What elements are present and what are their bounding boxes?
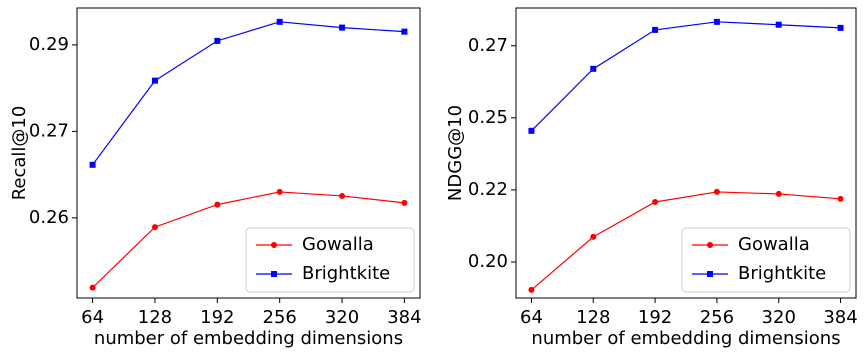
y-tick-label: 0.27: [468, 35, 508, 56]
data-point: [276, 188, 283, 195]
x-axis-label: number of embedding dimensions: [94, 328, 403, 349]
legend: Gowalla Brightkite: [245, 227, 415, 293]
y-axis-label: NDGG@10: [445, 105, 466, 201]
x-tick-label: 64: [81, 307, 104, 328]
x-tick-label: 320: [325, 307, 359, 328]
y-axis-label: Recall@10: [9, 106, 30, 201]
legend-label: Gowalla: [302, 234, 374, 255]
legend-label: Gowalla: [738, 234, 810, 255]
plot-frame: [515, 7, 857, 299]
x-tick-label: 256: [700, 307, 734, 328]
data-point: [89, 161, 96, 168]
x-tick-label: 64: [520, 307, 543, 328]
x-tick-label: 128: [576, 307, 610, 328]
data-point: [151, 224, 158, 231]
data-point: [652, 199, 659, 206]
data-point: [401, 28, 408, 35]
data-point: [276, 18, 283, 25]
series-line: [92, 21, 405, 166]
data-point: [339, 192, 346, 199]
x-tick-label: 128: [138, 307, 172, 328]
data-point: [401, 199, 408, 206]
data-point: [775, 21, 782, 28]
series-line: [531, 191, 841, 291]
legend-marker: [707, 271, 713, 277]
data-point: [837, 24, 844, 31]
data-point: [590, 65, 597, 72]
y-tick-label: 0.27: [29, 120, 69, 141]
data-point: [339, 24, 346, 31]
x-tick-label: 192: [200, 307, 234, 328]
x-tick-label: 192: [638, 307, 672, 328]
legend-label: Brightkite: [738, 263, 826, 284]
data-point: [214, 37, 221, 44]
data-point: [528, 286, 535, 293]
series-line: [92, 191, 405, 289]
x-tick-label: 384: [823, 307, 857, 328]
x-tick-label: 256: [263, 307, 297, 328]
y-tick-label: 0.20: [468, 251, 508, 272]
x-tick-label: 384: [387, 307, 421, 328]
data-point: [713, 18, 720, 25]
x-axis-label: number of embedding dimensions: [531, 328, 840, 349]
data-point: [652, 26, 659, 33]
legend-marker: [271, 271, 277, 277]
y-tick-label: 0.29: [29, 34, 69, 55]
data-point: [590, 233, 597, 240]
legend-box: [245, 227, 415, 293]
legend-label: Brightkite: [302, 263, 390, 284]
legend-marker: [707, 242, 713, 248]
data-point: [775, 190, 782, 197]
legend: Gowalla Brightkite: [681, 227, 851, 293]
data-point: [214, 201, 221, 208]
data-point: [151, 77, 158, 84]
series-line: [531, 21, 841, 132]
data-point: [713, 188, 720, 195]
x-tick-label: 320: [762, 307, 796, 328]
y-tick-label: 0.25: [468, 107, 508, 128]
y-tick-label: 0.26: [29, 207, 69, 228]
data-point: [837, 195, 844, 202]
plot-frame: [76, 7, 421, 299]
y-tick-label: 0.22: [468, 179, 508, 200]
legend-box: [681, 227, 851, 293]
data-point: [528, 127, 535, 134]
data-point: [89, 284, 96, 291]
legend-marker: [271, 242, 277, 248]
